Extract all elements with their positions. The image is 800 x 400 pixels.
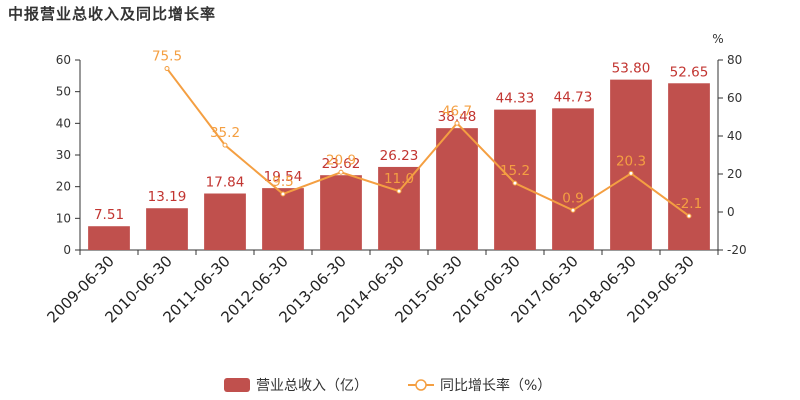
growth-point (280, 191, 286, 197)
growth-label: 9.5 (272, 174, 293, 190)
left-axis-tick-label: 10 (56, 211, 71, 225)
right-axis-tick-label: -20 (727, 243, 747, 257)
right-axis-tick-label: 80 (727, 53, 742, 67)
revenue-bar-label: 17.84 (206, 175, 245, 191)
legend-bar-label: 营业总收入（亿） (256, 378, 368, 394)
right-axis-tick-label: 40 (727, 129, 742, 143)
revenue-bar-label: 38.48 (438, 109, 477, 125)
revenue-bar-label: 13.19 (148, 189, 187, 205)
revenue-bar-label: 19.54 (264, 169, 303, 185)
legend-line-marker (415, 379, 427, 391)
revenue-bar (320, 175, 362, 250)
growth-point (164, 66, 170, 72)
revenue-bar (204, 193, 246, 250)
growth-point (570, 207, 576, 213)
revenue-bar-label: 23.62 (322, 156, 361, 172)
growth-label: -2.1 (676, 196, 702, 212)
growth-point (396, 188, 402, 194)
right-axis-unit: % (712, 32, 723, 46)
revenue-bar (262, 188, 304, 250)
growth-point (512, 180, 518, 186)
revenue-bar (146, 208, 188, 250)
left-axis-tick-label: 20 (56, 180, 71, 194)
revenue-bar-label: 26.23 (380, 148, 419, 164)
growth-point (338, 169, 344, 175)
growth-label: 0.9 (562, 190, 583, 206)
legend-line-label: 同比增长率（%） (440, 377, 551, 394)
revenue-bar-label: 53.80 (612, 61, 651, 77)
growth-label: 15.2 (500, 163, 530, 179)
left-axis-tick-label: 60 (56, 53, 71, 67)
right-axis-tick-label: 60 (727, 91, 742, 105)
growth-point (628, 170, 634, 176)
right-axis-tick-label: 20 (727, 167, 742, 181)
revenue-bar-label: 7.51 (94, 207, 124, 223)
revenue-bar (378, 166, 420, 250)
left-axis-tick-label: 0 (63, 243, 71, 257)
revenue-bar-label: 44.73 (554, 89, 593, 105)
growth-point (222, 142, 228, 148)
revenue-bar (494, 109, 536, 250)
growth-label: 20.3 (616, 153, 646, 169)
growth-line (166, 67, 690, 217)
growth-label: 20.9 (326, 152, 356, 168)
growth-point (454, 120, 460, 126)
revenue-bar-label: 52.65 (670, 64, 709, 80)
revenue-bar (436, 128, 478, 250)
growth-point (686, 213, 692, 219)
revenue-bar (668, 83, 710, 251)
revenue-bar (552, 108, 594, 250)
growth-label: 11.0 (384, 171, 414, 187)
revenue-bar (610, 79, 652, 250)
left-axis-tick-label: 30 (56, 148, 71, 162)
legend-bar-swatch (224, 378, 250, 392)
growth-label: 75.5 (152, 49, 182, 65)
chart-title: 中报营业总收入及同比增长率 (8, 5, 217, 23)
revenue-bar-label: 44.33 (496, 91, 535, 107)
left-axis-tick-label: 50 (56, 85, 71, 99)
right-axis-tick-label: 0 (727, 205, 735, 219)
growth-label: 35.2 (210, 125, 240, 141)
left-axis-tick-label: 40 (56, 116, 71, 130)
revenue-bar (88, 226, 130, 250)
growth-label: 46.7 (442, 103, 472, 119)
